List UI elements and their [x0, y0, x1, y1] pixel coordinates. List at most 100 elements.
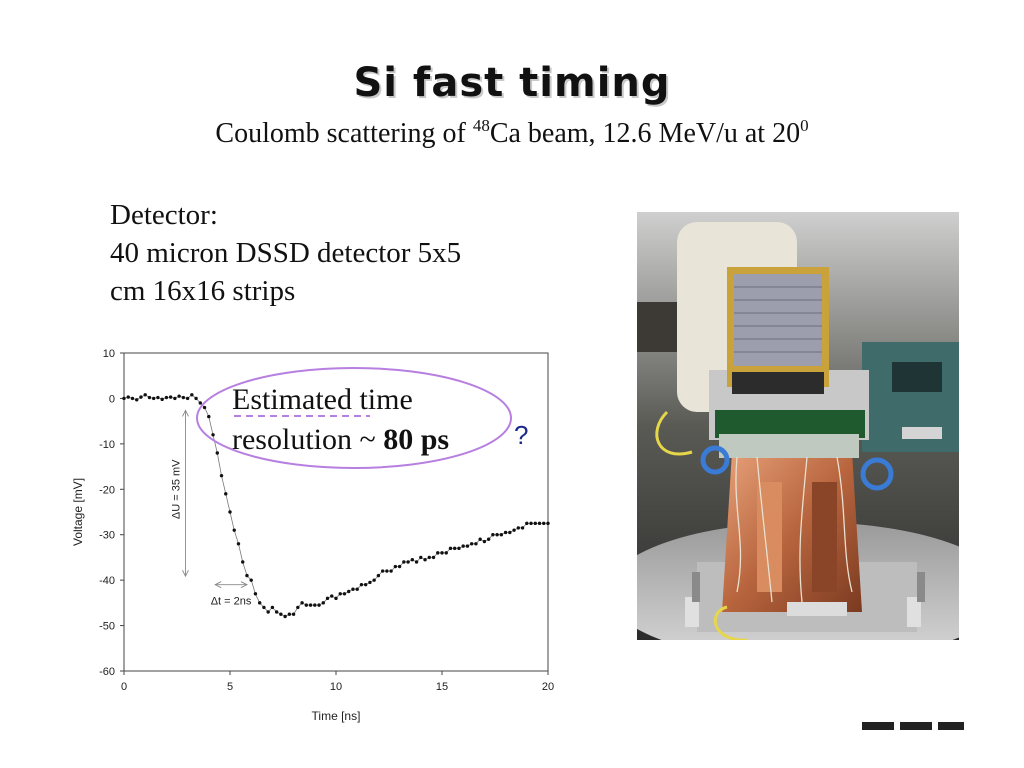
data-point [380, 569, 385, 573]
data-point [491, 533, 495, 537]
data-point [529, 521, 533, 526]
detector-line-3: cm 16x16 strips [110, 275, 296, 307]
data-point [219, 473, 224, 478]
data-point [321, 601, 325, 605]
data-point [372, 578, 376, 582]
data-point [202, 405, 207, 410]
y-tick-label: -60 [99, 666, 115, 678]
voltage-chart: 10 0 -10 -20 -30 -40 -50 -60 0 5 10 15 20 Time [ns] Vo… [71, 348, 554, 723]
data-point [173, 396, 177, 401]
detector-line-2: 40 micron DSSD detector 5x5 [110, 237, 462, 269]
x-tick-label: 20 [542, 681, 554, 693]
data-point [376, 573, 381, 578]
y-tick-label: 10 [103, 348, 115, 360]
data-point [474, 542, 478, 546]
voltage-chart-panel: 10 0 -10 -20 -30 -40 -50 -60 0 5 10 15 20 Time [ns] Vo… [64, 306, 574, 726]
slide-title: Si fast timing [353, 60, 671, 106]
data-point [304, 603, 309, 607]
data-point [224, 492, 228, 496]
data-point [334, 596, 338, 601]
data-point [368, 580, 372, 585]
data-point [427, 555, 431, 560]
data-point [508, 530, 512, 535]
data-point [266, 610, 270, 614]
data-point [156, 395, 160, 400]
data-point [465, 544, 470, 548]
data-point [520, 526, 525, 530]
data-point [313, 603, 317, 607]
data-point [257, 601, 262, 605]
y-axis-label: Voltage [mV] [71, 478, 85, 546]
data-point [164, 395, 169, 400]
data-point [308, 603, 313, 607]
data-point [296, 605, 300, 610]
delta-u-arrowhead-bottom [182, 569, 189, 578]
subtitle-prefix: Coulomb scattering of [215, 118, 473, 149]
data-point [270, 605, 275, 610]
data-point [499, 533, 504, 537]
data-point [130, 396, 135, 401]
data-point [194, 396, 198, 401]
data-point [291, 612, 296, 616]
data-point [185, 396, 190, 401]
subtitle-superscript-mass: 48 [472, 116, 490, 135]
subtitle-superscript-degree: 0 [800, 116, 809, 135]
data-point [287, 612, 292, 616]
data-point [537, 521, 542, 526]
data-point [215, 451, 219, 455]
data-point [410, 558, 415, 562]
data-point [274, 610, 279, 614]
data-point [279, 612, 283, 616]
data-point [245, 573, 249, 578]
detector-description: Detector: 40 micron DSSD detector 5x5 cm… [110, 196, 461, 310]
data-point [423, 558, 427, 562]
data-point [207, 414, 211, 419]
x-tick-label: 5 [227, 681, 233, 693]
data-point [160, 397, 164, 402]
data-point [516, 526, 521, 530]
delta-t-label: Δt = 2ns [211, 596, 252, 608]
data-point [512, 528, 516, 532]
callout-line-2: resolution ~ 80 ps [232, 420, 449, 460]
data-point [168, 395, 173, 399]
y-tick-label: -20 [99, 484, 115, 496]
subtitle-middle: Ca beam, 12.6 MeV/u at 20 [489, 118, 801, 149]
data-point [440, 551, 444, 555]
x-tick-label: 10 [330, 681, 342, 693]
data-point [330, 594, 334, 598]
data-point [495, 533, 499, 537]
data-point [469, 542, 474, 546]
data-point [461, 544, 465, 548]
data-point [147, 395, 152, 400]
data-point [232, 528, 236, 532]
y-tick-label: -50 [99, 621, 115, 633]
data-point [351, 587, 355, 591]
delta-t-arrowhead-right [240, 581, 248, 589]
data-point [228, 510, 232, 514]
question-mark: ? [514, 420, 529, 450]
data-point [355, 587, 359, 591]
callout-resolution-value: 80 ps [383, 423, 450, 456]
data-point [448, 546, 453, 551]
data-point [444, 551, 448, 555]
data-point [342, 592, 347, 596]
data-point [347, 589, 351, 594]
data-point [190, 393, 194, 397]
data-point [482, 539, 487, 544]
y-tick-label: -40 [99, 575, 115, 587]
data-point [151, 396, 156, 401]
detector-photo [637, 212, 959, 640]
data-point [211, 433, 215, 437]
data-point [198, 401, 203, 405]
callout-text: Estimated time resolution ~ 80 ps [232, 380, 449, 460]
data-point [241, 560, 245, 564]
data-point [317, 603, 321, 607]
data-point [177, 394, 181, 398]
data-point [406, 560, 410, 564]
data-point [262, 605, 266, 610]
data-point [135, 398, 139, 402]
data-point [143, 393, 147, 397]
detector-line-1: Detector: [110, 199, 218, 231]
data-point [397, 564, 402, 569]
data-point [533, 521, 537, 526]
